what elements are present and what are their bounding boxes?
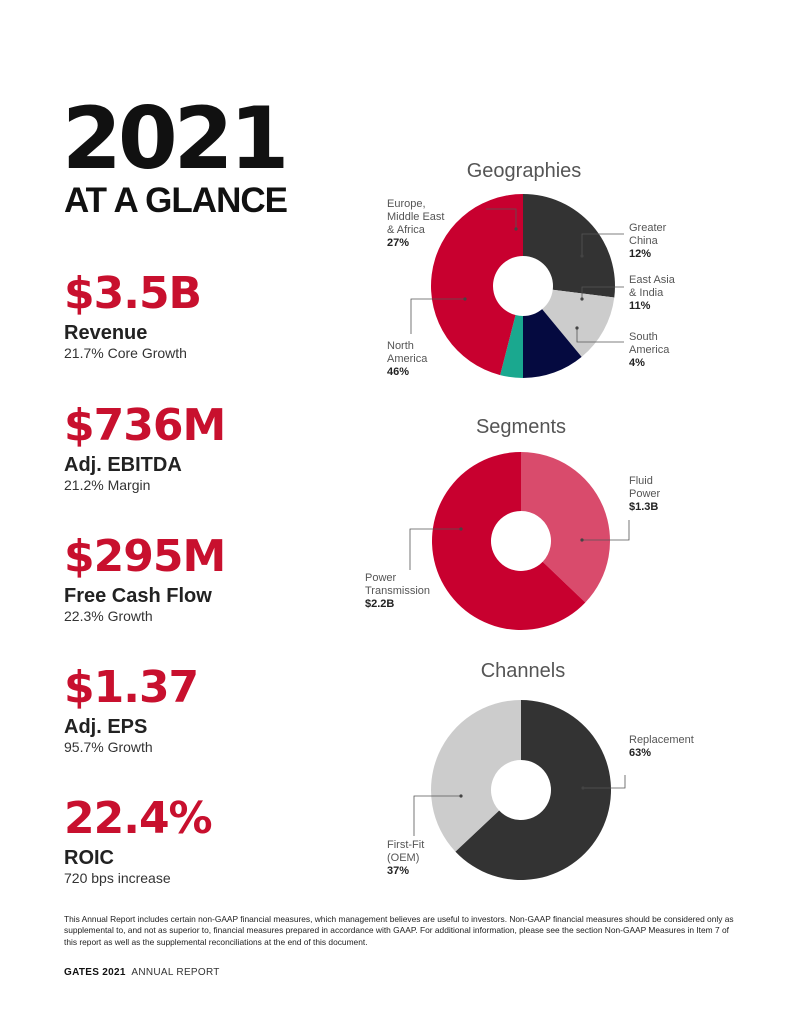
slice-label: First-Fit: [387, 839, 424, 851]
metric-value: $1.37: [64, 662, 199, 713]
slice-label: Middle East: [387, 211, 444, 223]
leader-line: [581, 233, 624, 256]
donut-slice: [523, 309, 582, 378]
slice-label: North: [387, 340, 414, 352]
brand-name: GATES 2021: [64, 967, 126, 978]
leader-line: [576, 328, 624, 343]
slice-value: 63%: [629, 747, 651, 759]
chart-title-channels: Channels: [480, 660, 566, 682]
metric-adj-ebitda: $736M Adj. EBITDA 21.2% Margin: [64, 400, 226, 494]
slice-value: $2.2B: [365, 598, 394, 610]
leader-line: [583, 775, 626, 789]
slice-label: & India: [629, 287, 664, 299]
leader-dot: [580, 254, 584, 258]
donut-slice: [523, 194, 615, 298]
slice-label: (OEM): [387, 852, 419, 864]
donut-slice: [430, 194, 523, 376]
slice-label: Power: [365, 572, 397, 584]
metric-sub: 22.3% Growth: [64, 608, 153, 624]
metric-label: Adj. EBITDA: [64, 454, 182, 476]
metric-sub: 95.7% Growth: [64, 739, 153, 755]
slice-label: America: [629, 344, 670, 356]
slice-value: 37%: [387, 865, 409, 877]
leader-dot: [581, 786, 585, 790]
slice-label: Europe,: [387, 198, 426, 210]
slice-value: 12%: [629, 248, 651, 260]
slice-label: South: [629, 331, 658, 343]
slice-value: 27%: [387, 237, 409, 249]
leader-line: [581, 286, 624, 299]
slice-label: America: [387, 353, 428, 365]
donut-slice: [500, 315, 523, 378]
year-heading: 2021: [62, 89, 289, 189]
slice-value: 4%: [629, 357, 645, 369]
brand-tag: ANNUAL REPORT: [131, 967, 220, 978]
leader-dot: [459, 794, 463, 798]
slice-value: 46%: [387, 366, 409, 378]
slice-label: Fluid: [629, 475, 653, 487]
metric-label: ROIC: [64, 847, 114, 869]
slice-label: East Asia: [629, 274, 676, 286]
leader-line: [486, 208, 517, 229]
leader-line: [409, 528, 461, 570]
slice-label: Replacement: [629, 734, 694, 746]
metric-roic: 22.4% ROIC 720 bps increase: [64, 793, 213, 887]
leader-dot: [575, 326, 579, 330]
chart-title-segments: Segments: [475, 416, 567, 438]
chart-title-geographies: Geographies: [466, 160, 582, 182]
leader-dot: [459, 527, 463, 531]
metric-sub: 21.7% Core Growth: [64, 345, 187, 361]
metric-label: Revenue: [64, 322, 148, 344]
slice-label: Greater: [629, 222, 667, 234]
metric-label: Adj. EPS: [64, 716, 148, 738]
donut-slice: [431, 452, 586, 631]
slice-value: $1.3B: [629, 501, 658, 513]
metric-sub: 21.2% Margin: [64, 477, 151, 493]
slice-label: China: [629, 235, 659, 247]
brand-footer: GATES 2021 ANNUAL REPORT: [64, 967, 220, 978]
subtitle-heading: AT A GLANCE: [64, 181, 288, 220]
slice-label: & Africa: [387, 224, 426, 236]
slice-value: 11%: [629, 300, 651, 312]
metric-adj-eps: $1.37 Adj. EPS 95.7% Growth: [64, 662, 199, 756]
metric-value: $3.5B: [64, 268, 202, 319]
footnote: This Annual Report includes certain non-…: [64, 914, 734, 947]
leader-dot: [580, 297, 584, 301]
metric-label: Free Cash Flow: [64, 585, 212, 607]
metric-value: $736M: [64, 400, 226, 451]
metric-revenue: $3.5B Revenue 21.7% Core Growth: [64, 268, 202, 362]
donut-slice: [431, 700, 521, 852]
leader-dot: [463, 297, 467, 301]
leader-dot: [514, 227, 518, 231]
leader-line: [410, 298, 465, 334]
leader-line: [413, 795, 461, 836]
slice-label: Power: [629, 488, 661, 500]
donut-slice: [455, 700, 611, 880]
leader-line: [582, 520, 630, 541]
metric-sub: 720 bps increase: [64, 870, 171, 886]
slice-label: Transmission: [365, 585, 430, 597]
metric-value: $295M: [64, 531, 226, 582]
leader-dot: [580, 538, 584, 542]
donut-slice: [542, 289, 615, 357]
donut-slice: [521, 452, 610, 603]
metric-free-cash-flow: $295M Free Cash Flow 22.3% Growth: [64, 531, 226, 625]
metric-value: 22.4%: [64, 793, 213, 844]
